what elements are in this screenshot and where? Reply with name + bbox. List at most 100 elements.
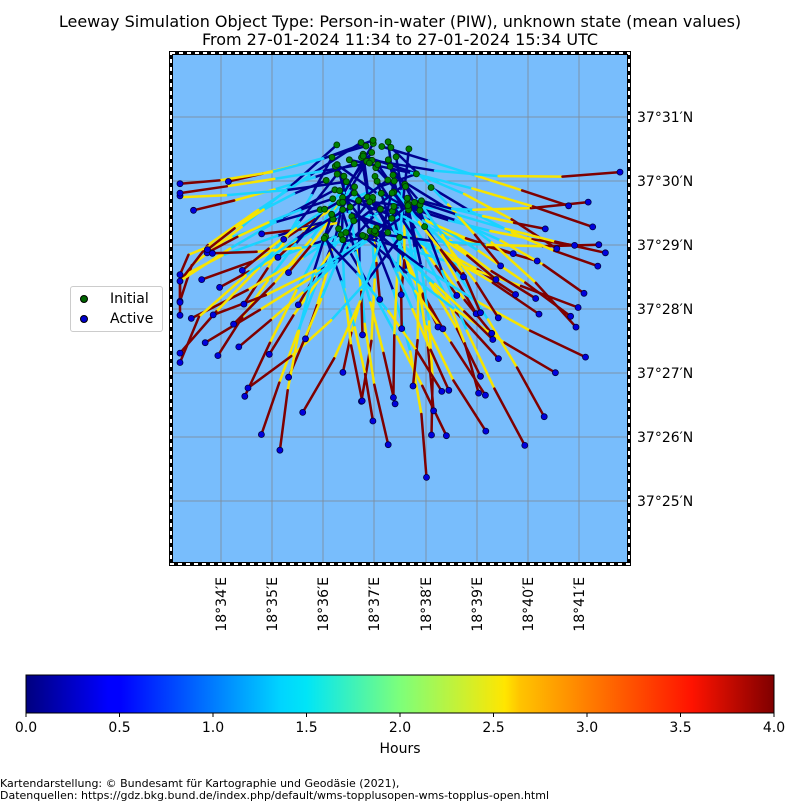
active-marker — [377, 296, 383, 302]
initial-marker — [334, 171, 340, 177]
initial-marker — [351, 190, 357, 196]
initial-marker — [417, 207, 423, 213]
initial-marker — [372, 228, 378, 234]
active-marker — [245, 385, 251, 391]
active-marker — [446, 387, 452, 393]
active-marker — [399, 326, 405, 332]
active-marker — [439, 388, 445, 394]
initial-marker — [367, 199, 373, 205]
active-marker — [410, 383, 416, 389]
colorbar-tick-label: 1.5 — [295, 720, 317, 736]
active-marker — [490, 337, 496, 343]
initial-marker — [329, 211, 335, 217]
active-marker — [295, 302, 301, 308]
initial-marker — [374, 178, 380, 184]
initial-marker-icon — [80, 295, 88, 303]
lon-tick-label: 18°38′E — [419, 577, 435, 632]
active-marker — [370, 418, 376, 424]
initial-marker — [370, 137, 376, 143]
active-marker — [177, 278, 183, 284]
active-marker — [542, 226, 548, 232]
active-marker — [239, 267, 245, 273]
active-marker — [440, 326, 446, 332]
initial-marker — [393, 154, 399, 160]
initial-marker — [379, 144, 385, 150]
lat-tick-label: 37°30′N — [637, 174, 693, 190]
initial-marker — [366, 160, 372, 166]
active-marker — [552, 370, 558, 376]
lon-tick-label: 18°37′E — [367, 577, 383, 632]
initial-marker — [360, 153, 366, 159]
active-marker-icon — [80, 315, 88, 323]
active-marker — [478, 373, 484, 379]
active-marker — [300, 409, 306, 415]
initial-marker — [321, 235, 327, 241]
active-marker — [513, 292, 519, 298]
active-marker — [231, 321, 237, 327]
initial-marker — [340, 207, 346, 213]
active-marker — [495, 315, 501, 321]
active-marker — [177, 181, 183, 187]
initial-marker — [390, 172, 396, 178]
initial-marker — [391, 203, 397, 209]
initial-marker — [377, 206, 383, 212]
initial-marker — [389, 190, 395, 196]
active-marker — [286, 270, 292, 276]
initial-marker — [346, 157, 352, 163]
active-marker — [566, 203, 572, 209]
initial-marker — [351, 218, 357, 224]
initial-marker — [369, 150, 375, 156]
colorbar-tick-label: 4.0 — [763, 720, 785, 736]
initial-marker — [422, 224, 428, 230]
credit-line-2: Datenquellen: https://gdz.bkg.bund.de/in… — [0, 790, 549, 802]
trajectory-segment — [473, 208, 531, 210]
trajectory-segment — [212, 252, 256, 254]
initial-marker — [406, 146, 412, 152]
initial-marker — [352, 184, 358, 190]
lon-tick-label: 18°36′E — [316, 577, 332, 632]
active-marker — [572, 242, 578, 248]
lat-tick-label: 37°31′N — [637, 110, 693, 126]
legend-label-initial: Initial — [110, 291, 149, 307]
legend-item-initial: Initial — [80, 290, 149, 308]
initial-marker — [334, 142, 340, 148]
lon-tick-label: 18°35′E — [265, 577, 281, 632]
active-marker — [602, 250, 608, 256]
active-marker — [585, 199, 591, 205]
active-marker — [340, 369, 346, 375]
colorbar-tick-label: 0.5 — [108, 720, 130, 736]
initial-marker — [347, 204, 353, 210]
active-marker — [177, 360, 183, 366]
colorbar-tick-label: 2.0 — [389, 720, 411, 736]
active-marker — [541, 414, 547, 420]
initial-marker — [343, 230, 349, 236]
active-marker — [360, 332, 366, 338]
active-marker — [177, 312, 183, 318]
initial-marker — [337, 188, 343, 194]
active-marker — [478, 310, 484, 316]
active-marker — [258, 432, 264, 438]
active-marker — [495, 356, 501, 362]
initial-marker — [388, 144, 394, 150]
active-marker — [398, 292, 404, 298]
active-marker — [390, 395, 396, 401]
active-marker — [483, 428, 489, 434]
active-marker — [303, 336, 309, 342]
initial-marker — [378, 190, 384, 196]
initial-marker — [385, 157, 391, 163]
initial-marker — [397, 234, 403, 240]
active-marker — [424, 474, 430, 480]
initial-marker — [375, 162, 381, 168]
active-marker — [431, 408, 437, 414]
active-marker — [199, 277, 205, 283]
active-marker — [522, 442, 528, 448]
colorbar-label: Hours — [379, 741, 420, 757]
trajectory-segment — [393, 335, 394, 397]
active-marker — [241, 301, 247, 307]
initial-marker — [334, 162, 340, 168]
initial-marker — [385, 177, 391, 183]
active-marker — [534, 258, 540, 264]
initial-marker — [403, 184, 409, 190]
active-marker — [225, 179, 231, 185]
